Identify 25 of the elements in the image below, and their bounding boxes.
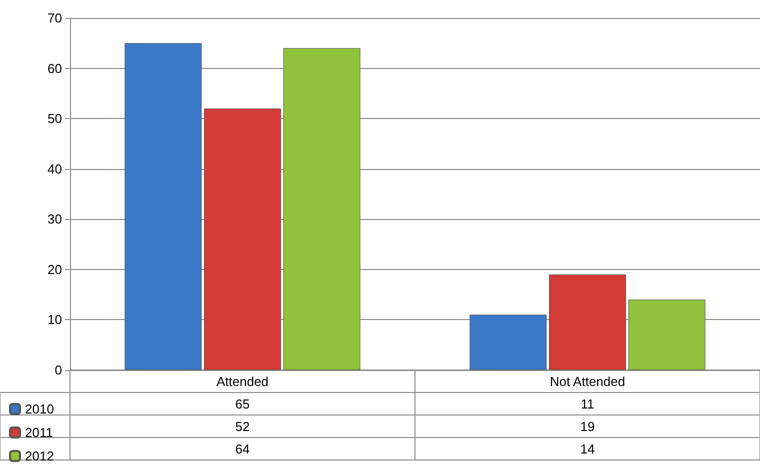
data-label: 14 <box>580 441 595 456</box>
y-tick-label: 30 <box>48 212 62 227</box>
legend-label: 2010 <box>25 402 54 416</box>
y-tick-label: 0 <box>54 362 62 378</box>
y-tick-label: 10 <box>48 312 62 328</box>
bar <box>204 108 281 370</box>
legend-label: 2012 <box>25 448 54 464</box>
bar <box>283 48 360 370</box>
data-label: 65 <box>235 396 250 412</box>
x-tick-label: Not Attended <box>550 374 626 389</box>
x-tick-label: Attended <box>216 374 269 389</box>
y-tick-label: 20 <box>48 262 62 277</box>
bar <box>470 314 547 370</box>
y-tick-label: 40 <box>48 161 62 176</box>
data-label: 52 <box>235 418 250 434</box>
data-label: 19 <box>580 418 595 434</box>
bar <box>628 300 706 370</box>
legend-label: 2011 <box>25 425 53 440</box>
y-tick-label: 50 <box>48 111 62 126</box>
bar <box>549 274 626 370</box>
data-label: 64 <box>235 441 250 456</box>
bar <box>124 43 202 370</box>
data-label: 11 <box>580 396 594 412</box>
y-tick-label: 70 <box>48 10 62 26</box>
y-tick-label: 60 <box>48 60 62 76</box>
